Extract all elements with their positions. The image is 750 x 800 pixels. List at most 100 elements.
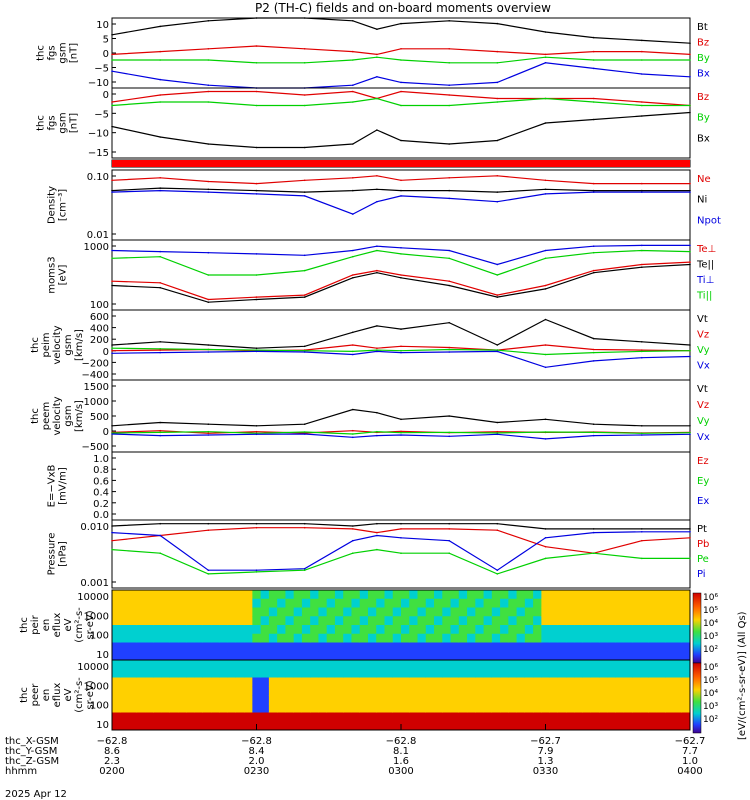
data-point xyxy=(448,48,451,50)
heatmap-cell xyxy=(442,625,452,635)
heatmap-cell xyxy=(425,703,435,713)
y-tick-label: 200 xyxy=(90,335,109,346)
heatmap-cell xyxy=(656,607,666,617)
data-point xyxy=(255,45,258,47)
y-tick-label: 100 xyxy=(90,701,109,712)
heatmap-cell xyxy=(566,686,575,696)
heatmap-cell xyxy=(351,642,361,652)
heatmap-cell xyxy=(549,668,559,678)
data-point xyxy=(111,280,113,283)
heatmap-cell xyxy=(293,686,303,696)
heatmap-cell xyxy=(260,598,270,608)
heatmap-cell xyxy=(656,668,666,678)
legend-item: Vt xyxy=(697,384,708,395)
heatmap-cell xyxy=(169,712,179,722)
heatmap-cell xyxy=(178,703,187,713)
heatmap-cell xyxy=(557,668,567,678)
heatmap-cell xyxy=(227,712,237,722)
y-axis-label: [mV/m] xyxy=(58,467,69,505)
y-axis-label: eV xyxy=(63,618,74,631)
heatmap-cell xyxy=(293,668,303,678)
data-point xyxy=(376,350,378,353)
heatmap-cell xyxy=(219,633,229,643)
heatmap-cell xyxy=(260,616,270,626)
heatmap-cell xyxy=(566,625,575,635)
heatmap-cell xyxy=(491,712,501,722)
heatmap-cell xyxy=(169,590,179,600)
data-point xyxy=(448,528,451,530)
heatmap-cell xyxy=(161,590,171,600)
heatmap-cell xyxy=(615,598,625,608)
legend-item: Ti|| xyxy=(696,291,712,302)
heatmap-cell xyxy=(194,677,204,687)
heatmap-cell xyxy=(417,677,427,687)
heatmap-cell xyxy=(334,616,344,626)
y-tick-label: 0 xyxy=(103,49,109,60)
heatmap-cell xyxy=(557,712,567,722)
data-point xyxy=(592,245,595,247)
heatmap-cell xyxy=(607,695,617,705)
heatmap-cell xyxy=(211,616,220,626)
heatmap-cell xyxy=(161,651,171,661)
heatmap-cell xyxy=(409,651,419,661)
data-point xyxy=(592,97,595,100)
data-point xyxy=(496,529,499,531)
heatmap-cell xyxy=(409,660,419,670)
heatmap-cell xyxy=(425,607,435,617)
data-point xyxy=(496,97,499,100)
heatmap-cell xyxy=(467,660,476,670)
data-point xyxy=(376,522,378,525)
y-tick-label: 0.010 xyxy=(80,522,109,533)
series-line xyxy=(111,187,690,193)
colorbar-tick: 10² xyxy=(703,715,718,725)
data-point xyxy=(400,22,402,25)
data-point xyxy=(303,345,306,348)
data-point xyxy=(159,552,161,554)
heatmap-cell xyxy=(153,668,163,678)
heatmap-cell xyxy=(623,721,633,731)
heatmap-cell xyxy=(384,598,394,608)
heatmap-cell xyxy=(491,625,501,635)
data-point xyxy=(544,318,547,321)
data-point xyxy=(448,177,451,179)
legend-item: By xyxy=(697,53,710,64)
data-point xyxy=(496,296,499,298)
data-point xyxy=(400,59,402,61)
heatmap-cell xyxy=(615,633,625,643)
heatmap-cell xyxy=(145,660,154,670)
heatmap-cell xyxy=(483,651,493,661)
data-point xyxy=(376,200,378,203)
heatmap-cell xyxy=(524,703,534,713)
heatmap-cell xyxy=(599,668,608,678)
heatmap-cell xyxy=(169,598,179,608)
heatmap-cell xyxy=(310,598,319,608)
heatmap-cell xyxy=(326,625,336,635)
heatmap-cell xyxy=(367,660,377,670)
data-point xyxy=(352,433,354,435)
heatmap-cell xyxy=(145,686,154,696)
heatmap-cell xyxy=(508,677,518,687)
heatmap-cell xyxy=(458,616,468,626)
heatmap-cell xyxy=(343,607,352,617)
heatmap-cell xyxy=(665,607,674,617)
heatmap-cell xyxy=(590,660,600,670)
data-point xyxy=(641,249,643,252)
heatmap-cell xyxy=(541,660,551,670)
heatmap-cell xyxy=(376,616,385,626)
heatmap-cell xyxy=(475,695,485,705)
data-point xyxy=(496,350,499,353)
heatmap-cell xyxy=(392,590,402,600)
heatmap-cell xyxy=(541,616,551,626)
heatmap-cell xyxy=(491,677,501,687)
heatmap-cell xyxy=(599,695,608,705)
heatmap-cell xyxy=(211,590,220,600)
data-point xyxy=(496,573,499,575)
heatmap-cell xyxy=(293,660,303,670)
heatmap-cell xyxy=(656,712,666,722)
heatmap-cell xyxy=(112,590,121,600)
heatmap-cell xyxy=(541,598,551,608)
heatmap-cell xyxy=(260,668,270,678)
heatmap-cell xyxy=(681,590,691,600)
data-point xyxy=(544,288,547,290)
heatmap-cell xyxy=(500,651,509,661)
